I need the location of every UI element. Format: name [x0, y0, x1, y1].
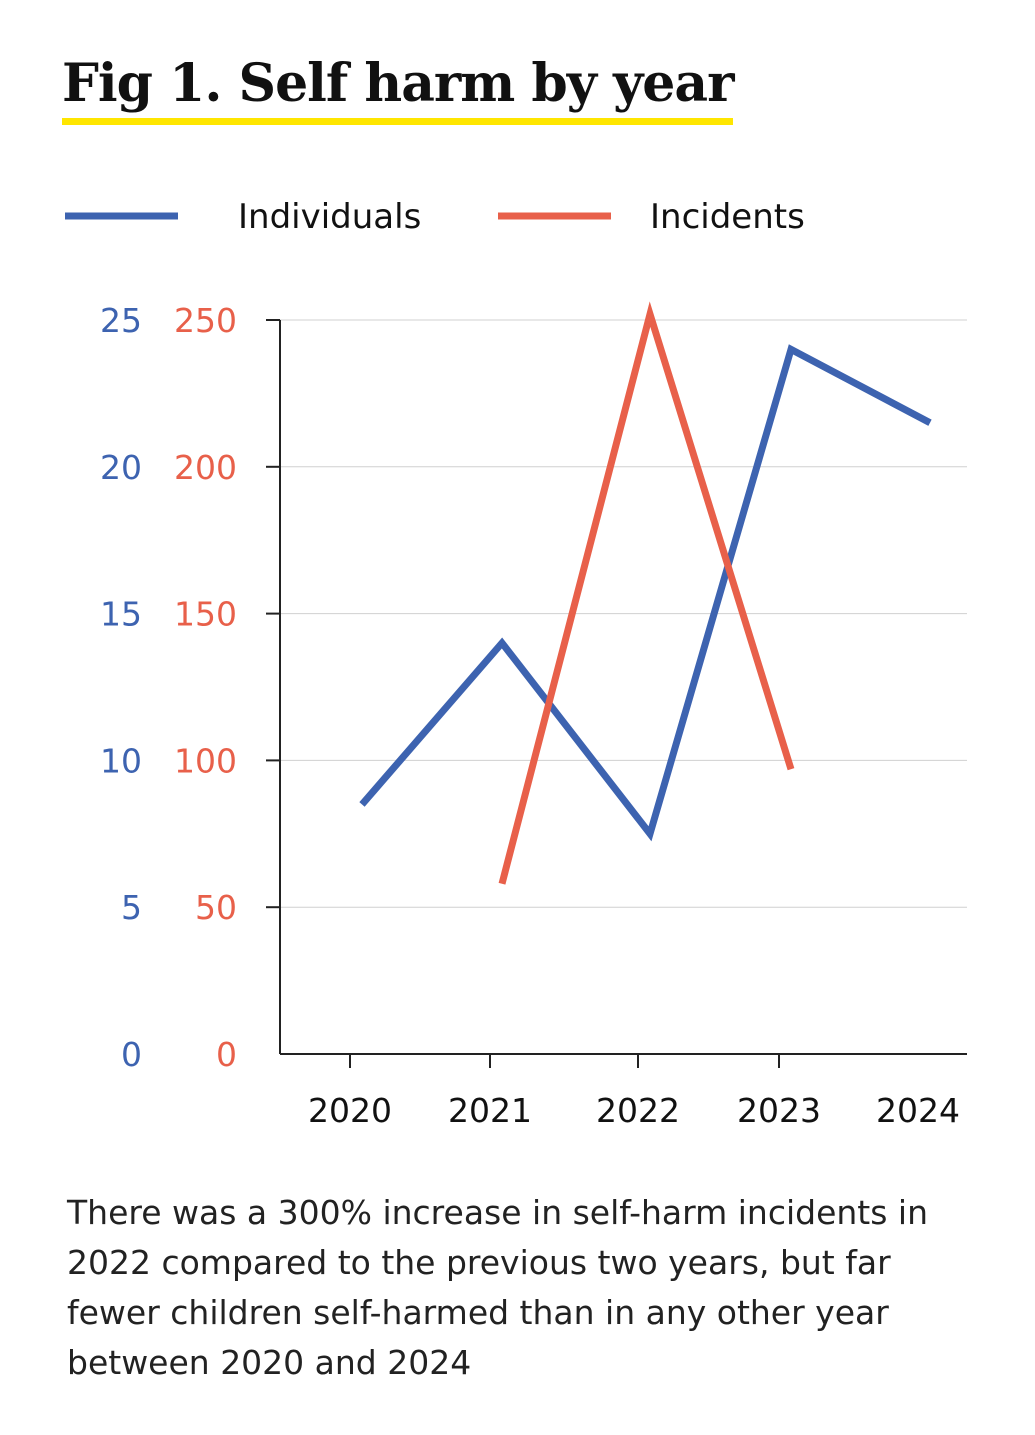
left-y-tick-label: 15 — [100, 595, 142, 634]
legend-label-incidents: Incidents — [650, 197, 805, 237]
left-y-tick-label: 0 — [121, 1035, 142, 1074]
right-y-tick-label: 50 — [195, 888, 237, 927]
x-tick-label: 2020 — [308, 1091, 392, 1130]
left-y-tick-label: 20 — [100, 448, 142, 487]
series-line-incidents — [498, 301, 795, 885]
right-y-tick-label: 150 — [174, 595, 237, 634]
right-y-tick-label: 250 — [174, 301, 237, 340]
right-y-tick-label: 200 — [174, 448, 237, 487]
chart-title: Fig 1. Self harm by year — [62, 52, 734, 125]
x-tick-label: 2023 — [737, 1091, 821, 1130]
left-y-tick-label: 10 — [100, 741, 142, 780]
legend-label-individuals: Individuals — [238, 197, 421, 237]
x-tick-label: 2024 — [876, 1091, 960, 1130]
left-y-tick-label: 5 — [121, 888, 142, 927]
right-y-tick-label: 100 — [174, 741, 237, 780]
chart-caption: There was a 300% increase in self-harm i… — [67, 1193, 929, 1382]
left-y-tick-label: 25 — [100, 301, 142, 340]
x-tick-label: 2022 — [596, 1091, 680, 1130]
x-tick-label: 2021 — [448, 1091, 532, 1130]
right-y-tick-label: 0 — [216, 1035, 237, 1074]
series-line-individuals — [359, 344, 932, 842]
